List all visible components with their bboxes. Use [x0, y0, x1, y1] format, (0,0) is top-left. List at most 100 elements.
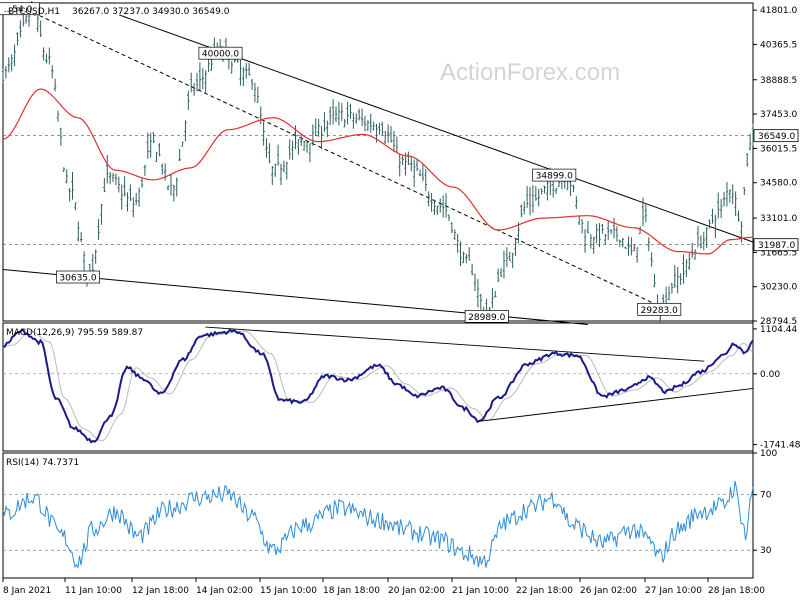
price-bar [302, 140, 306, 151]
price-bar [129, 184, 132, 202]
price-bar [505, 247, 509, 268]
x-tick-label: 8 Jan 2021 [3, 586, 51, 596]
price-bar [731, 184, 734, 205]
price-bar [181, 141, 184, 147]
x-tick-label: 11 Jan 10:00 [65, 586, 122, 596]
price-bar [531, 185, 535, 213]
x-tick-label: 15 Jan 10:00 [260, 586, 317, 596]
price-bar [329, 106, 332, 126]
price-bar [725, 182, 729, 207]
price-bar [242, 66, 245, 87]
macd-signal-line [3, 330, 754, 442]
price-bar [352, 112, 355, 129]
price-bar [355, 113, 358, 124]
price-bar [259, 106, 262, 125]
price-bar [378, 122, 381, 135]
price-bar [615, 226, 619, 242]
price-bar [537, 188, 540, 207]
price-bar [412, 159, 416, 188]
price-bar [421, 164, 425, 182]
x-tick-label: 12 Jan 18:00 [132, 586, 189, 596]
price-bar [653, 273, 656, 288]
price-annotation-1: 40000.0 [198, 46, 243, 60]
rsi-title: RSI(14) 74.7371 [6, 458, 79, 468]
price-bar [667, 286, 671, 301]
price-bar [265, 138, 268, 158]
price-bar [279, 163, 283, 186]
moving-average-line [2, 88, 754, 255]
annotation-label: 34899.0 [536, 172, 573, 182]
price-bar [418, 169, 422, 177]
price-bar [746, 153, 749, 167]
price-bar [635, 247, 639, 263]
price-bar [496, 268, 500, 283]
price-bar [297, 139, 300, 155]
price-bar [247, 63, 251, 76]
price-bar [357, 108, 361, 121]
price-bar [491, 288, 494, 309]
price-bar [71, 171, 74, 200]
price-bar [317, 118, 320, 137]
price-bar [178, 149, 181, 161]
price-bar [256, 86, 260, 103]
price-bar [51, 65, 54, 79]
price-bar [688, 253, 691, 270]
price-bar [511, 253, 514, 269]
price-bar [253, 82, 257, 103]
price-bar [592, 236, 595, 254]
price-bar [462, 251, 465, 264]
price-bar [679, 273, 682, 286]
price-bar [36, 15, 39, 33]
price-bar [554, 188, 558, 195]
price-bar [682, 254, 685, 284]
price-trendline-1 [32, 12, 656, 305]
price-bar [172, 184, 176, 202]
price-bar [740, 221, 743, 243]
price-bar [111, 172, 115, 182]
price-bar [155, 152, 158, 163]
annotation-box [464, 310, 509, 323]
price-bar [282, 160, 286, 173]
price-bar [42, 47, 45, 61]
x-tick-label: 14 Jan 02:00 [196, 586, 253, 596]
price-bar [45, 53, 48, 64]
price-bar [528, 186, 532, 216]
price-bar [583, 229, 587, 253]
price-bar [450, 222, 454, 234]
price-bar [580, 219, 584, 234]
price-bar [601, 223, 604, 234]
price-bar [728, 189, 732, 203]
price-bar [323, 112, 326, 133]
price-bar [94, 249, 97, 264]
price-bar [551, 180, 555, 198]
price-bar [337, 102, 341, 126]
price-bar [190, 72, 193, 93]
price-bar [175, 177, 178, 197]
x-tick-label: 28 Jan 18:00 [708, 586, 765, 596]
price-bar [158, 143, 161, 157]
price-bar [239, 59, 242, 86]
annotation-label: 28989.0 [468, 313, 505, 323]
annotation-label: 40000.0 [202, 50, 239, 60]
price-bar [604, 233, 607, 245]
macd-trendline-0 [205, 326, 705, 362]
price-bar [595, 223, 598, 244]
x-tick-label: 27 Jan 10:00 [645, 586, 702, 596]
price-bar [494, 290, 497, 298]
price-bar [647, 237, 650, 252]
price-bar [285, 162, 288, 180]
price-bar [690, 242, 694, 259]
price-bar [108, 172, 112, 185]
price-bar [644, 204, 648, 223]
x-tick-label: 21 Jan 10:00 [452, 586, 509, 596]
price-ytick-label: 40365.5 [760, 40, 797, 50]
price-bar [366, 120, 370, 131]
price-bar [100, 203, 103, 225]
price-bar [719, 198, 723, 219]
price-bar [305, 140, 309, 153]
price-bar [201, 68, 205, 90]
price-bar [430, 192, 433, 212]
annotation-box [532, 168, 577, 182]
price-bar [444, 193, 448, 218]
